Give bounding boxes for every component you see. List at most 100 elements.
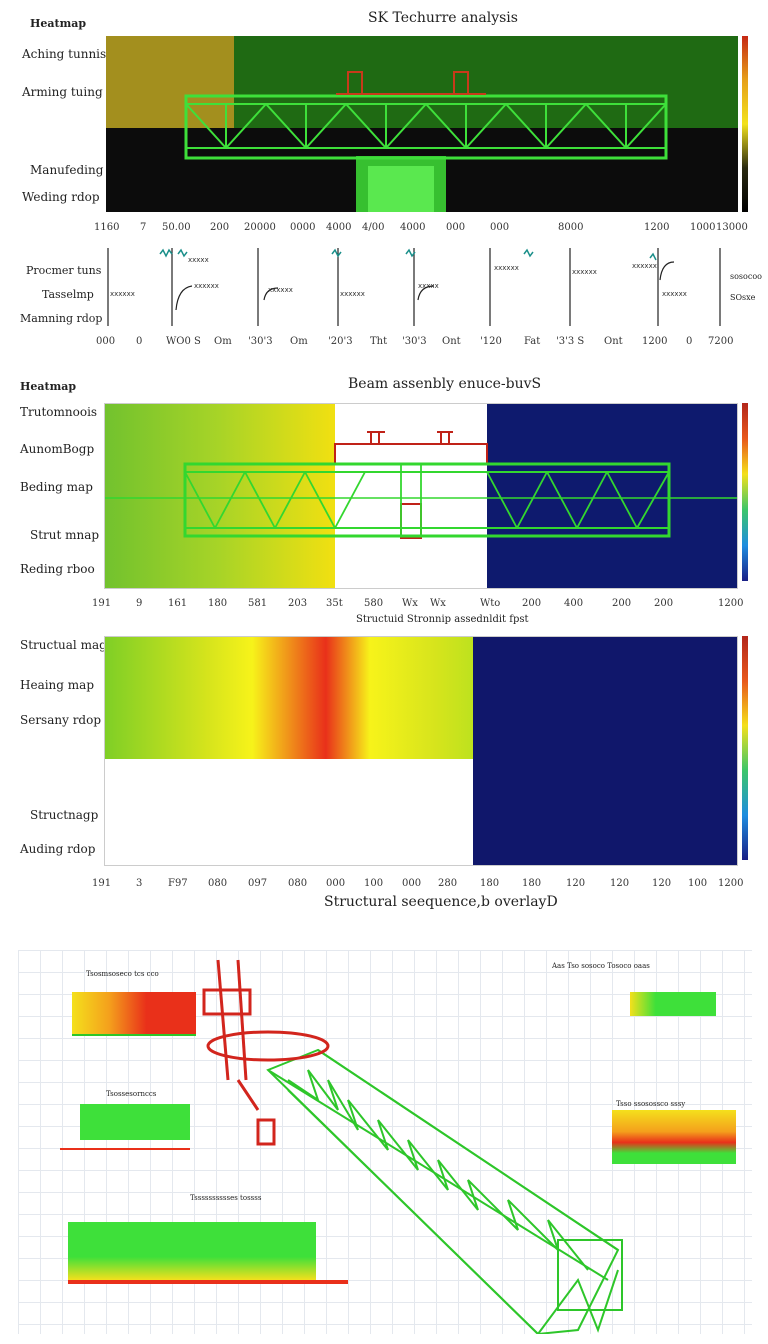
p1-tick-11: 8000 (558, 222, 584, 233)
svg-text:xxxxxx: xxxxxx (572, 268, 597, 276)
svg-text:xxxxxx: xxxxxx (268, 286, 293, 294)
p3-tick-6: 35t (326, 598, 343, 609)
p2-tick-14: 1200 (642, 336, 668, 347)
panel2-row-label-2: Tasselmp (42, 288, 94, 301)
p1-tick-4: 20000 (244, 222, 276, 233)
p2-tick-5: Om (290, 336, 308, 347)
p1-tick-3: 200 (210, 222, 230, 233)
panel1-colorbar (742, 36, 748, 212)
panel1-cell-right (234, 36, 738, 128)
p2-tick-6: '20'3 (328, 336, 353, 347)
p3-tick-9: Wx (430, 598, 446, 609)
p4-tick-11: 180 (522, 878, 542, 889)
svg-text:xxxxxx: xxxxxx (662, 290, 687, 298)
p4-tick-15: 100 (688, 878, 708, 889)
p1-tick-2: 50.00 (162, 222, 191, 233)
p4-tick-4: 097 (248, 878, 268, 889)
panel4-x-ticks: 191 3 F97 080 097 080 000 100 000 280 18… (92, 878, 746, 892)
panel1-row-label-3: Manufeding (30, 163, 104, 177)
panel4-row-label-4: Structnagp (30, 808, 99, 822)
p4-tick-2: F97 (168, 878, 188, 889)
inset2-axis (60, 1148, 190, 1150)
p1-tick-0: 1160 (94, 222, 120, 233)
panel3-row-label-2: AunomBogp (20, 442, 95, 456)
panel4-cell-white (105, 759, 473, 865)
svg-text:xxxxx: xxxxx (418, 282, 439, 290)
inset4-fill (630, 992, 716, 1016)
panel3-row-label-1: Trutomnoois (20, 405, 98, 419)
panel2-right-label-2: SOsxe (730, 293, 756, 302)
p3-tick-10: Wto (480, 598, 501, 609)
inset-chart-3: Tsssssssssses tossss (38, 1194, 354, 1324)
p3-tick-5: 203 (288, 598, 308, 609)
panel1-title: SK Techurre analysis (368, 10, 518, 26)
panel3-x-ticks: 191 9 161 180 581 203 35t 580 Wx Wx Wto … (92, 598, 746, 612)
panel3-row-label-5: Reding rboo (20, 562, 95, 576)
inset1-fill (72, 992, 196, 1034)
p4-tick-7: 100 (364, 878, 384, 889)
panel3-title: Beam assenbly enuce-buvS (348, 376, 542, 392)
panel1-cell-left (106, 36, 234, 128)
p2-tick-8: '30'3 (402, 336, 427, 347)
p1-tick-14: 13000 (716, 222, 748, 233)
p4-tick-14: 120 (652, 878, 672, 889)
panel2-row-label-3: Mamning rdop (20, 312, 103, 325)
svg-text:xxxxxx: xxxxxx (340, 290, 365, 298)
p1-tick-10: 000 (490, 222, 510, 233)
p2-tick-13: Ont (604, 336, 623, 347)
panel3-cell-mid (335, 404, 487, 588)
p3-tick-1: 9 (136, 598, 143, 609)
panel4-cell-top-left (105, 637, 473, 759)
panel1-row-label-4: Weding rdop (22, 190, 100, 204)
svg-text:xxxxxx: xxxxxx (632, 262, 657, 270)
panel3-cell-right (487, 404, 737, 588)
p2-tick-16: 7200 (708, 336, 734, 347)
p4-tick-6: 000 (326, 878, 346, 889)
inset3-band (68, 1280, 348, 1284)
p3-tick-13: 200 (612, 598, 632, 609)
p1-tick-7: 4/00 (362, 222, 385, 233)
panel3-x-label: Structuid Stronnip assednldit fpst (356, 614, 529, 625)
panel4-row-label-2: Heaing map (20, 678, 94, 692)
p2-tick-10: '120 (480, 336, 502, 347)
panel3-corner-label: Heatmap (20, 380, 77, 393)
inset-title-1: Tsosmsoseco tcs cco (86, 970, 159, 978)
p3-tick-0: 191 (92, 598, 112, 609)
p4-tick-16: 1200 (718, 878, 744, 889)
panel3-heatmap (104, 403, 738, 589)
svg-text:xxxxxx: xxxxxx (194, 282, 219, 290)
panel1-truss-drawing (184, 71, 668, 212)
inset-chart-5: Tsso ssosossco sssy (568, 1100, 748, 1192)
panel1-heatmap (106, 36, 738, 212)
p3-tick-2: 161 (168, 598, 188, 609)
p2-tick-2: WO0 S (166, 336, 201, 347)
truss-3d-drawing (202, 959, 623, 1334)
p2-tick-15: 0 (686, 336, 693, 347)
p2-tick-9: Ont (442, 336, 461, 347)
p1-tick-13: 1000 (690, 222, 716, 233)
p2-tick-11: Fat (524, 336, 541, 347)
p2-tick-4: '30'3 (248, 336, 273, 347)
p3-tick-14: 200 (654, 598, 674, 609)
p1-tick-8: 4000 (400, 222, 426, 233)
panel3-cell-left (105, 404, 335, 588)
p1-tick-12: 1200 (644, 222, 670, 233)
p4-tick-1: 3 (136, 878, 143, 889)
inset-chart-4: Aas Tso sosoco Tosoco oaas (538, 962, 734, 1062)
panel3-colorbar (742, 403, 748, 581)
inset-title-2: Tsossesornccs (106, 1090, 157, 1098)
p3-tick-4: 581 (248, 598, 268, 609)
p2-tick-0: 000 (96, 336, 116, 347)
panel4-cell-right (473, 637, 737, 865)
p3-tick-3: 180 (208, 598, 228, 609)
inset3-fill (68, 1222, 316, 1280)
panel1-row-label-1: Aching tunnis (22, 47, 107, 61)
inset5-fill (612, 1110, 736, 1164)
panel4-x-label: Structural seequence,b overlayD (324, 894, 558, 910)
panel2-right-label-1: sosocoo (730, 272, 762, 281)
panel2-row-label-1: Procmer tuns (26, 264, 102, 277)
panel5-overlay: Tsosmsoseco tcs cco Tsossesornccs Tsssss… (18, 950, 752, 1334)
panel1-x-ticks: 1160 7 50.00 200 20000 0000 4000 4/00 40… (94, 222, 748, 236)
p3-tick-12: 400 (564, 598, 584, 609)
